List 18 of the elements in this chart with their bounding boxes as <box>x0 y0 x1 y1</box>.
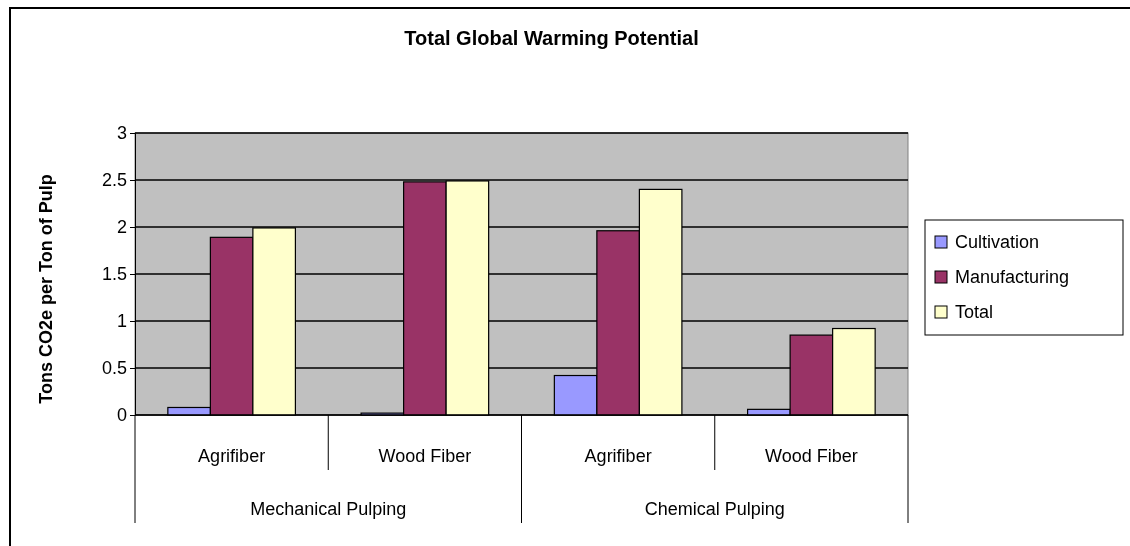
y-axis-title: Tons CO2e per Ton of Pulp <box>36 174 56 404</box>
y-tick-label: 0.5 <box>101 358 127 379</box>
chart-title: Total Global Warming Potential <box>404 27 699 49</box>
y-tick-label: 0 <box>116 405 127 426</box>
legend-label: Total <box>955 302 994 322</box>
y-tick-label: 3 <box>116 123 127 144</box>
text: Mechanical Pulping <box>250 499 407 519</box>
x-tick-label: Wood Fiber <box>765 446 858 466</box>
y-tick-label: 1 <box>116 311 127 332</box>
legend-label: Manufacturing <box>955 267 1070 287</box>
x-tick-label: Wood Fiber <box>378 446 472 466</box>
x-tick-label: Agrifiber <box>198 446 266 466</box>
text: Chemical Pulping <box>644 499 785 519</box>
y-tick-label: 2.5 <box>101 170 127 191</box>
legend-label: Cultivation <box>955 232 1040 252</box>
x-tick-label: Agrifiber <box>584 446 652 466</box>
y-tick-label: 2 <box>116 217 127 238</box>
y-tick-label: 1.5 <box>101 264 127 285</box>
